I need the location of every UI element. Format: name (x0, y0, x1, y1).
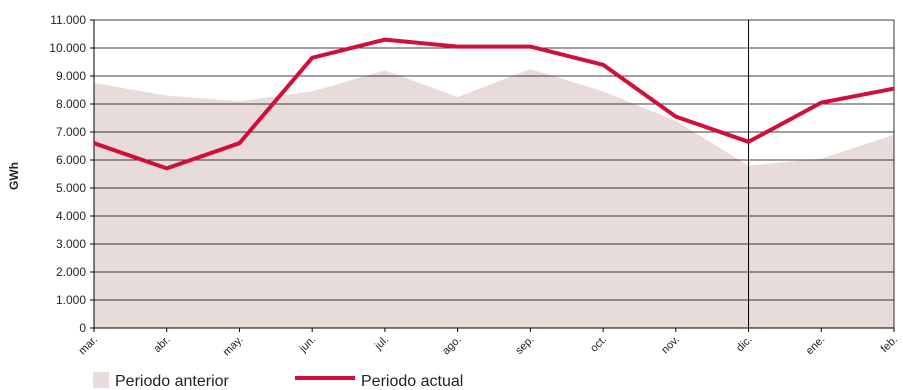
y-tick-label-9: 9.000 (56, 69, 86, 83)
x-tick-label-1: abr. (151, 334, 172, 355)
legend-label-periodo-actual: Periodo actual (361, 373, 463, 390)
axis-layer (93, 20, 895, 329)
area-layer (94, 69, 894, 328)
x-tick-label-8: nov. (659, 334, 682, 357)
x-tick-label-9: dic. (734, 334, 755, 355)
legend: Periodo anterior Periodo actual (93, 372, 463, 390)
y-axis-label: GWh (7, 162, 21, 190)
y-tick-label-4: 4.000 (56, 209, 86, 223)
y-tick-label-2: 2.000 (56, 265, 86, 279)
y-tick-label-11: 11.000 (50, 13, 86, 27)
area-periodo-anterior (94, 69, 894, 328)
y-tick-label-6: 6.000 (56, 153, 86, 167)
legend-swatch-periodo-anterior (93, 372, 109, 388)
grid-layer (94, 19, 894, 301)
y-tick-label-0: 0 (79, 321, 86, 335)
x-tick-label-11: feb. (879, 334, 900, 355)
y-tick-label-3: 3.000 (56, 237, 86, 251)
x-tick-label-5: ago. (440, 334, 464, 358)
x-tick-label-10: ene. (804, 334, 828, 358)
y-tick-label-8: 8.000 (56, 97, 86, 111)
x-tick-label-2: may. (221, 334, 246, 359)
y-tick-label-1: 1.000 (56, 293, 86, 307)
y-tick-label-7: 7.000 (56, 125, 86, 139)
y-tick-label-10: 10.000 (49, 41, 86, 55)
x-tick-label-0: mar. (76, 334, 100, 358)
x-tick-label-6: sep. (513, 334, 536, 357)
y-tick-label-5: 5.000 (56, 181, 86, 195)
y-tick-labels: 0 1.000 2.000 3.000 4.000 5.000 6.000 7.000 8.00… (49, 13, 94, 335)
x-tick-label-3: jun. (297, 334, 319, 356)
line-periodo-actual (93, 37, 895, 171)
line-layer (93, 37, 895, 171)
x-tick-labels: mar. abr. may. jun. jul. ago. sep. oct. nov. dic.… (76, 328, 900, 358)
x-tick-label-7: oct. (588, 334, 609, 355)
legend-label-periodo-anterior: Periodo anterior (115, 373, 230, 390)
x-tick-label-4: jul. (372, 334, 391, 353)
